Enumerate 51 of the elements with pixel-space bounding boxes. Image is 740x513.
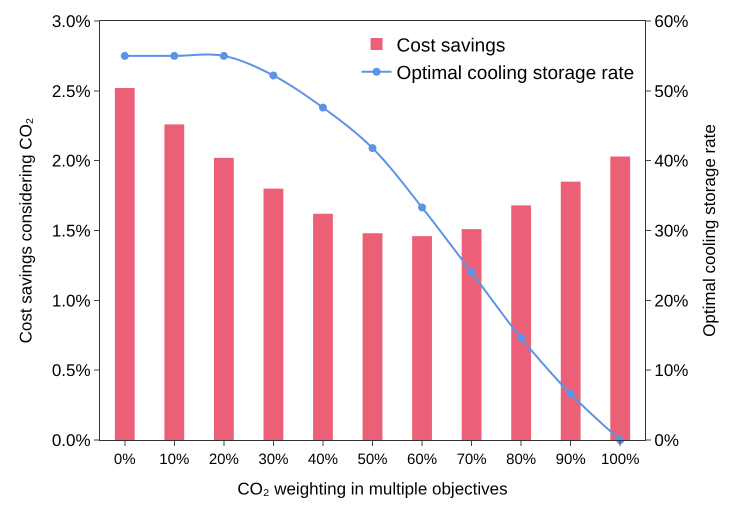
x-tick-label: 70% [456, 451, 487, 468]
y-tick-label: 2.5% [52, 82, 91, 101]
x-tick-label: 0% [114, 451, 136, 468]
y-tick-label: 2.0% [52, 152, 91, 171]
point [468, 268, 476, 276]
bar [511, 205, 532, 440]
y-tick-label: 0.5% [52, 361, 91, 380]
y-tick-label: 0.0% [52, 430, 91, 450]
y2-tick-label: 50% [654, 82, 688, 101]
y-tick-label: 3.0% [52, 12, 91, 31]
point [566, 390, 575, 398]
bar [462, 229, 482, 440]
point [418, 203, 426, 212]
point [517, 334, 526, 342]
x-tick-label: 100% [601, 451, 640, 468]
legend-label: Cost savings [396, 35, 506, 56]
point [120, 52, 129, 60]
y-tick-label: 1.0% [52, 291, 91, 310]
point [368, 144, 376, 152]
bar [313, 214, 333, 440]
y-tick-label: 1.5% [52, 221, 91, 240]
x-tick-label: 40% [308, 451, 338, 468]
y2-tick-label: 0% [654, 430, 679, 450]
bar [264, 188, 284, 440]
bar [412, 236, 432, 440]
bar [610, 156, 630, 440]
x-tick-label: 50% [357, 451, 388, 468]
x-tick-label: 80% [506, 451, 536, 468]
y2-axis-title: Optimal cooling storage rate [700, 124, 719, 337]
point [269, 71, 278, 80]
x-tick-label: 90% [556, 451, 586, 468]
legend-label: Optimal cooling storage rate [396, 63, 634, 84]
bar [114, 88, 135, 440]
y2-tick-label: 30% [654, 221, 688, 240]
y2-tick-label: 60% [654, 12, 688, 31]
x-tick-label: 30% [258, 451, 288, 468]
bar [214, 158, 234, 440]
point [220, 52, 228, 60]
bar [164, 124, 184, 440]
y-axis-title: Cost savings considering CO₂ [16, 118, 36, 344]
bar [362, 233, 382, 440]
y2-tick-label: 10% [654, 361, 688, 380]
x-tick-label: 10% [159, 451, 190, 468]
point [170, 52, 178, 60]
x-tick-label: 20% [208, 451, 239, 468]
y2-tick-label: 20% [654, 291, 688, 310]
point [318, 104, 327, 112]
y2-tick-label: 40% [654, 152, 688, 171]
x-axis-title: CO₂ weighting in multiple objectives [237, 479, 508, 498]
bar [560, 182, 581, 440]
x-tick-label: 60% [407, 451, 438, 468]
